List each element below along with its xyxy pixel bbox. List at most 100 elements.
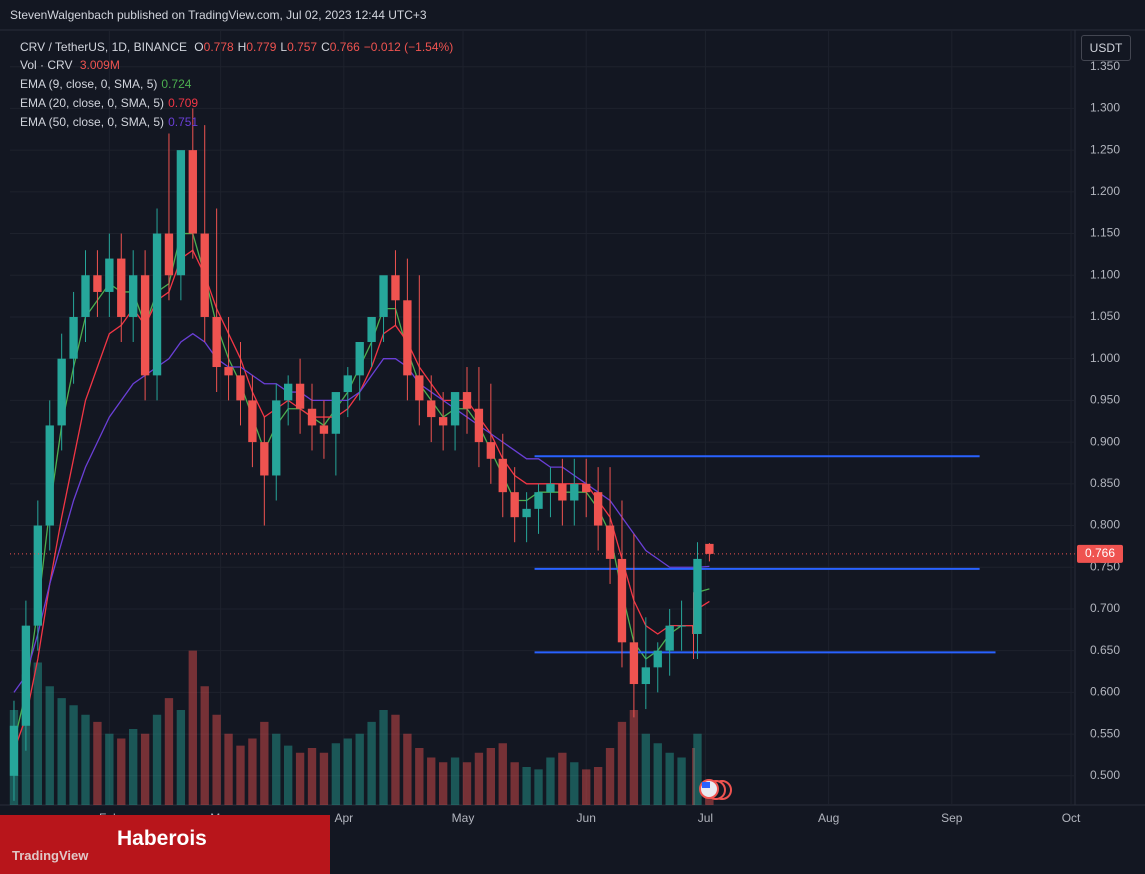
volume-bar [705, 797, 714, 805]
volume-bar [176, 710, 186, 805]
last-price-box [1077, 544, 1123, 563]
y-tick-label: 0.600 [1090, 685, 1120, 699]
volume-bar [403, 733, 412, 805]
candle-body [105, 258, 114, 292]
x-tick-label: Jul [698, 811, 713, 825]
candle-body [117, 258, 126, 317]
candle-body [498, 458, 507, 493]
candle-body [355, 342, 364, 376]
candle-body [617, 558, 627, 643]
candle-body [176, 150, 186, 276]
volume-bar [272, 733, 281, 805]
currency-button[interactable]: USDT [1081, 35, 1131, 61]
candle-body [129, 275, 138, 317]
volume-bar [510, 762, 519, 805]
ema-value: 0.724 [161, 77, 192, 91]
candle-body [522, 508, 531, 518]
x-tick-label: Sep [941, 811, 963, 825]
candle-body [367, 316, 376, 343]
volume-bar [343, 738, 352, 805]
volume-bar [617, 721, 627, 805]
ema-legend: EMA (50, close, 0, SMA, 5) 0.751 [20, 115, 202, 129]
symbol: CRV / TetherUS, 1D, BINANCE [20, 40, 187, 54]
y-tick-label: 1.050 [1090, 309, 1120, 323]
ohlc-values: O0.778 H0.779 L0.757 C0.766 −0.012 (−1.54%) [194, 40, 457, 54]
candle-body [260, 442, 269, 476]
volume-bar [462, 762, 472, 805]
ema-value: 0.709 [168, 96, 199, 110]
candle-body [546, 483, 555, 493]
volume-bar [522, 767, 531, 805]
volume-legend: Vol · CRV 3.009M [20, 58, 124, 72]
y-tick-label: 0.750 [1090, 559, 1120, 573]
candle-body [677, 625, 686, 627]
candle-body [403, 300, 412, 376]
candle-body [391, 275, 400, 301]
x-tick-label: Oct [1062, 811, 1081, 825]
volume-bar [570, 762, 579, 805]
brand-name: Haberois [117, 827, 207, 850]
candle-body [93, 275, 102, 292]
volume-bar [438, 762, 448, 805]
volume-bar [140, 733, 150, 805]
candle-body [81, 275, 90, 317]
volume-name: Vol · CRV [20, 58, 73, 72]
volume-bar [307, 748, 317, 805]
candle-body [693, 558, 702, 634]
candle-body [534, 492, 543, 509]
y-tick-label: 0.700 [1090, 601, 1120, 615]
volume-bar [152, 714, 162, 805]
volume-bar [593, 767, 603, 805]
volume-bar [427, 757, 436, 805]
ohlc-letter: H [237, 40, 247, 54]
candle-body [33, 525, 42, 626]
candle-body [474, 408, 484, 443]
candle-body [272, 400, 281, 476]
watermark-banner: Haberois TradingView [0, 815, 330, 874]
volume-bar [105, 733, 114, 805]
candle-body [283, 383, 293, 401]
candle-body [307, 408, 317, 426]
y-tick-label: 1.150 [1090, 226, 1120, 240]
volume-bar [498, 743, 507, 805]
volume-bar [355, 733, 364, 805]
flag-icon-part [702, 782, 710, 788]
y-tick-label: 1.000 [1090, 351, 1120, 365]
candle-body [45, 425, 54, 526]
y-tick-label: 0.500 [1090, 768, 1120, 782]
volume-bar [331, 743, 341, 805]
y-tick-label: 0.850 [1090, 476, 1120, 490]
candle-body [427, 400, 436, 418]
ohlc-value: 0.757 [287, 40, 318, 54]
y-tick-label: 0.550 [1090, 726, 1120, 740]
y-tick-label: 1.300 [1090, 101, 1120, 115]
candle-body [343, 375, 352, 393]
ohlc-value: 0.778 [203, 40, 234, 54]
volume-bar [692, 748, 695, 805]
volume-bar [33, 662, 42, 805]
volume-bar [69, 705, 78, 805]
y-tick-label: 0.900 [1090, 434, 1120, 448]
price-change: −0.012 (−1.54%) [363, 40, 454, 54]
volume-bar [212, 714, 221, 805]
ohlc-letter: C [321, 40, 330, 54]
candle-body [379, 275, 388, 317]
y-tick-label: 1.100 [1090, 267, 1120, 281]
x-tick-label: Apr [334, 811, 353, 825]
candle-body [582, 483, 591, 493]
y-tick-label: 0.950 [1090, 393, 1120, 407]
ema-legend: EMA (20, close, 0, SMA, 5) 0.709 [20, 96, 202, 110]
candle-body [152, 233, 162, 376]
volume-bar [486, 748, 496, 805]
y-tick-label: 1.350 [1090, 59, 1120, 73]
x-tick-label: May [452, 811, 475, 825]
volume-bar [605, 748, 615, 805]
volume-bar [534, 769, 543, 805]
candle-body [593, 492, 603, 526]
volume-bar [641, 733, 650, 805]
volume-bar [546, 757, 555, 805]
publisher-line: StevenWalgenbach published on TradingVie… [10, 8, 427, 22]
ohlc-letter: L [280, 40, 288, 54]
candle-body [57, 358, 66, 426]
